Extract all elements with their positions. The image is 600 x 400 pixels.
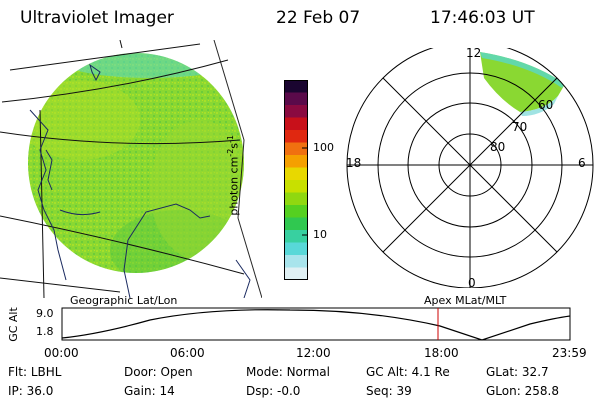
colorbar-tick-100: 100: [313, 141, 334, 154]
time-label: 17:46:03 UT: [430, 8, 535, 28]
colorbar-stripe: [284, 267, 308, 280]
sequence-status: Seq: 39: [366, 384, 412, 398]
geographic-panel-label: Geographic Lat/Lon: [70, 294, 178, 307]
time-tick-1800: 18:00: [424, 346, 459, 360]
colorbar-stripe: [284, 142, 308, 156]
mlt-6-label: 6: [578, 156, 586, 170]
colorbar-stripe: [284, 155, 308, 168]
gc-altitude-status: GC Alt: 4.1 Re: [366, 365, 450, 379]
auroral-emission-patch: [480, 52, 565, 112]
altitude-min-label: 1.8: [36, 325, 54, 338]
colorbar-stripe: [284, 180, 308, 193]
colorbar-stripe: [284, 192, 308, 206]
altitude-max-label: 9.0: [36, 307, 54, 320]
ip-status: IP: 36.0: [8, 384, 54, 398]
mlt-18-label: 18: [346, 156, 362, 170]
glon-status: GLon: 258.8: [486, 384, 559, 398]
mlat-60-label: 60: [538, 98, 554, 112]
polar-mlat-mlt-panel: [346, 48, 594, 288]
mlat-70-label: 70: [512, 120, 528, 134]
colorbar-stripe: [284, 80, 308, 93]
colorbar-stripe: [284, 105, 308, 118]
time-tick-0600: 06:00: [170, 346, 205, 360]
mlt-0-label: 0: [468, 276, 476, 290]
mlat-80-label: 80: [490, 140, 506, 154]
filter-status: Flt: LBHL: [8, 365, 62, 379]
polar-panel-label: Apex MLat/MLT: [424, 294, 507, 307]
geographic-image-panel: [0, 40, 262, 298]
colorbar-stripe: [284, 217, 308, 231]
time-tick-2359: 23:59: [552, 346, 587, 360]
time-tick-0000: 00:00: [44, 346, 79, 360]
colorbar-unit-label: photon cm-2s-1: [226, 134, 241, 216]
colorbar-stripe: [284, 130, 308, 143]
gain-status: Gain: 14: [124, 384, 175, 398]
dsp-status: Dsp: -0.0: [246, 384, 301, 398]
orbit-altitude-curve: [61, 309, 571, 341]
door-status: Door: Open: [124, 365, 193, 379]
instrument-title: Ultraviolet Imager: [20, 8, 174, 28]
mode-status: Mode: Normal: [246, 365, 330, 379]
glat-status: GLat: 32.7: [486, 365, 549, 379]
colorbar-stripe: [284, 255, 308, 268]
colorbar-stripe: [284, 117, 308, 131]
mlt-12-label: 12: [466, 46, 482, 60]
colorbar-tick-10: 10: [313, 228, 327, 241]
altitude-timeline-plot: [61, 307, 571, 341]
colorbar-stripe: [284, 92, 308, 106]
colorbar-stripe: [284, 230, 308, 243]
colorbar-stripe: [284, 242, 308, 256]
intensity-colorbar: [284, 80, 308, 280]
colorbar-stripe: [284, 167, 308, 181]
altitude-axis-label: GC Alt: [6, 307, 20, 342]
colorbar-stripe: [284, 205, 308, 218]
date-label: 22 Feb 07: [276, 8, 361, 28]
time-tick-1200: 12:00: [296, 346, 331, 360]
